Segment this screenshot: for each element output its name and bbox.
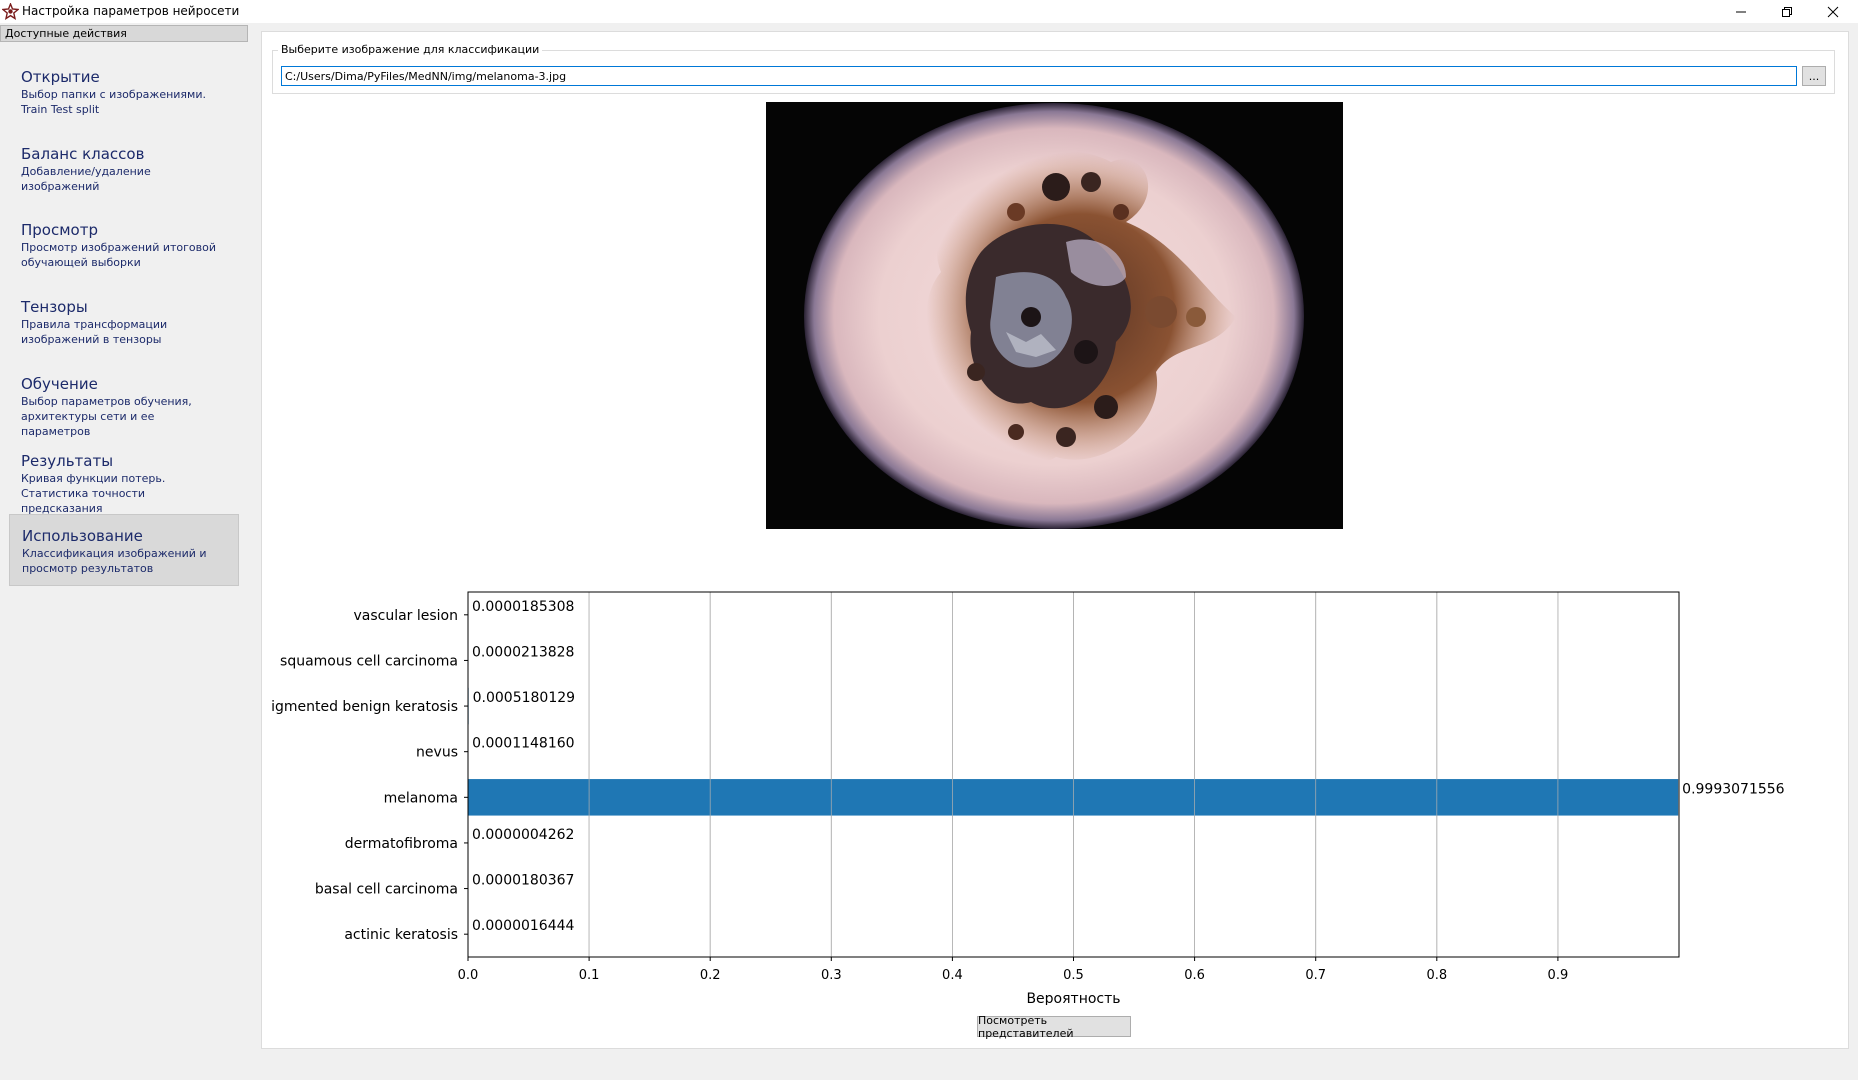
sidebar-item-preview[interactable]: Просмотр Просмотр изображений итоговой о… [9, 213, 239, 278]
file-group-label: Выберите изображение для классификации [278, 43, 543, 56]
value-label: 0.0000016444 [472, 918, 575, 934]
sidebar-item-class-balance[interactable]: Баланс классов Добавление/удаление изобр… [9, 137, 239, 202]
x-tick-label: 0.2 [700, 968, 721, 983]
category-label: melanoma [384, 790, 458, 806]
value-label: 0.0001148160 [472, 736, 574, 752]
x-tick-label: 0.4 [942, 968, 963, 983]
category-label: actinic keratosis [344, 927, 458, 943]
category-label: squamous cell carcinoma [280, 653, 458, 669]
sidebar-item-desc: Правила трансформации изображений в тенз… [21, 318, 168, 346]
x-tick-label: 0.9 [1548, 968, 1569, 983]
category-label: vascular lesion [353, 608, 458, 624]
sidebar-item-title: Тензоры [21, 298, 88, 316]
sidebar-item-open[interactable]: Открытие Выбор папки с изображениями. Tr… [9, 60, 239, 125]
file-path-input[interactable] [281, 66, 1797, 86]
x-tick-label: 0.7 [1305, 968, 1326, 983]
value-label: 0.0000185308 [472, 599, 574, 615]
sidebar-item-usage[interactable]: Использование Классификация изображений … [9, 514, 239, 586]
sidebar-item-desc: Кривая функции потерь. Статистика точнос… [21, 472, 166, 515]
close-icon [1827, 6, 1839, 17]
sidebar-item-title: Обучение [21, 375, 98, 393]
sidebar-item-desc: Классификация изображений и просмотр рез… [22, 547, 207, 575]
sidebar-item-title: Результаты [21, 452, 114, 470]
sidebar-item-tensors[interactable]: Тензоры Правила трансформации изображени… [9, 290, 239, 355]
gear-star-icon [1, 2, 20, 21]
sidebar-item-desc: Добавление/удаление изображений [21, 165, 151, 193]
browse-button[interactable]: ... [1802, 66, 1826, 86]
x-axis-label: Вероятность [1026, 991, 1120, 1005]
x-tick-label: 0.1 [579, 968, 600, 983]
lesion-image [766, 102, 1343, 529]
restore-icon [1782, 6, 1792, 17]
sidebar-item-desc: Выбор папки с изображениями. Train Test … [21, 88, 206, 116]
category-label: nevus [416, 745, 458, 761]
sidebar-item-title: Открытие [21, 68, 100, 86]
x-tick-label: 0.0 [458, 968, 479, 983]
x-tick-label: 0.3 [821, 968, 842, 983]
sidebar-item-desc: Просмотр изображений итоговой обучающей … [21, 241, 217, 269]
sidebar-item-title: Использование [22, 527, 143, 545]
category-label: basal cell carcinoma [315, 882, 458, 898]
x-tick-label: 0.8 [1426, 968, 1447, 983]
bar-melanoma [468, 779, 1679, 816]
probability-chart: 0.0000016444 0.0000180367 0.0000004262 0.99… [271, 591, 1785, 1005]
value-label: 0.0000004262 [472, 827, 574, 843]
window-title: Настройка параметров нейросети [22, 4, 240, 18]
sidebar-item-results[interactable]: Результаты Кривая функции потерь. Статис… [9, 444, 239, 524]
minimize-icon [1736, 11, 1746, 12]
sidebar-item-title: Баланс классов [21, 145, 145, 163]
restore-button[interactable] [1764, 0, 1810, 23]
sidebar-item-training[interactable]: Обучение Выбор параметров обучения, архи… [9, 367, 239, 447]
x-tick-label: 0.6 [1184, 968, 1205, 983]
value-label: 0.9993071556 [1682, 781, 1785, 797]
category-label: igmented benign keratosis [271, 699, 458, 715]
sidebar-header: Доступные действия [0, 25, 248, 42]
category-label: dermatofibroma [345, 836, 458, 852]
close-button[interactable] [1810, 0, 1856, 23]
sidebar-item-desc: Выбор параметров обучения, архитектуры с… [21, 395, 192, 438]
value-label: 0.0000213828 [472, 644, 574, 660]
value-label: 0.0000180367 [472, 873, 574, 889]
title-bar: Настройка параметров нейросети [0, 0, 1858, 23]
value-label: 0.0005180129 [473, 690, 575, 706]
x-tick-label: 0.5 [1063, 968, 1084, 983]
file-groupbox [272, 50, 1835, 94]
minimize-button[interactable] [1718, 0, 1764, 23]
sidebar-item-title: Просмотр [21, 221, 98, 239]
view-representatives-button[interactable]: Посмотреть представителей [977, 1014, 1131, 1040]
